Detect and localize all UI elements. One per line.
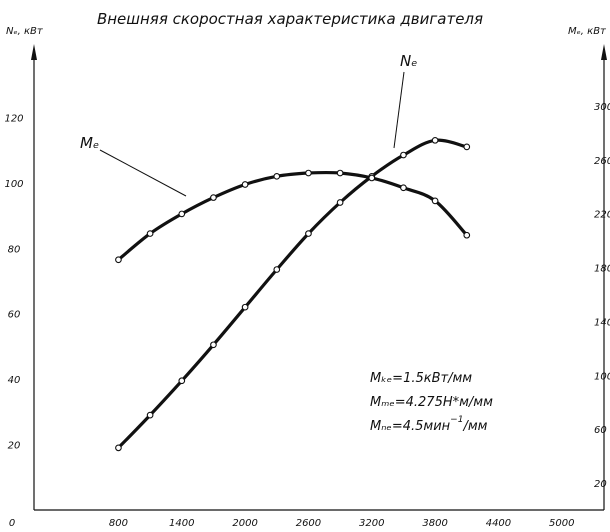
data-point-me xyxy=(463,231,471,239)
data-point-ne xyxy=(241,303,249,311)
data-point-me xyxy=(178,210,186,218)
right-tick-label: 260 xyxy=(594,156,610,167)
data-point-ne xyxy=(400,151,407,159)
data-point-me xyxy=(210,194,217,201)
x-tick-label: 2600 xyxy=(296,518,321,529)
data-point-ne xyxy=(146,411,154,419)
right-tick-label: 180 xyxy=(594,264,610,275)
data-point-ne xyxy=(115,444,122,452)
scale-line-1: Mₖₑ=1.5кВт/мм xyxy=(370,371,472,386)
x-axis: 0 800 1400 2000 2600 3200 3800 4400 5000 xyxy=(9,509,604,529)
data-point-ne xyxy=(336,199,344,206)
x-tick-label: 4400 xyxy=(486,518,511,529)
data-point-me xyxy=(273,172,281,180)
left-tick-label: 120 xyxy=(4,113,23,124)
chart-title: Внешняя скоростная характеристика двигат… xyxy=(97,10,483,28)
data-point-me xyxy=(368,174,376,182)
right-tick-label: 140 xyxy=(594,317,610,328)
series-ne xyxy=(115,136,471,452)
left-y-axis: Nₑ, кВт 20 40 60 80 100 120 xyxy=(4,26,44,510)
left-tick-label: 20 xyxy=(8,441,21,452)
data-point-ne xyxy=(273,266,281,273)
data-point-ne xyxy=(463,143,471,151)
scale-line-3-sup: −1 xyxy=(450,415,463,425)
scale-line-3-main: Mₙₑ=4.5мин xyxy=(370,419,451,434)
x-tick-label: 5000 xyxy=(549,518,574,529)
ne-curve-label: Nₑ xyxy=(400,52,417,70)
left-axis-ticks: 20 40 60 80 100 120 xyxy=(4,113,23,451)
data-point-ne xyxy=(431,136,439,144)
data-point-ne xyxy=(305,230,312,237)
x-tick-label: 3200 xyxy=(359,518,384,529)
data-point-me xyxy=(305,169,312,177)
data-point-me xyxy=(336,169,344,177)
right-tick-label: 60 xyxy=(594,425,607,436)
scale-notes: Mₖₑ=1.5кВт/мм Mₘₑ=4.275Н*м/мм Mₙₑ=4.5мин… xyxy=(370,371,493,434)
scale-line-3: Mₙₑ=4.5мин−1/мм xyxy=(370,415,488,434)
series-layer xyxy=(115,136,471,452)
x-tick-label: 1400 xyxy=(169,518,194,529)
series-line-me xyxy=(116,170,469,262)
left-tick-label: 80 xyxy=(8,244,21,255)
x-axis-ticks: 0 800 1400 2000 2600 3200 3800 4400 5000 xyxy=(9,518,575,529)
me-curve-label-group: Mₑ xyxy=(80,134,187,197)
data-point-me xyxy=(431,197,439,205)
left-tick-label: 60 xyxy=(8,310,21,321)
data-point-me xyxy=(400,184,407,192)
data-point-me xyxy=(241,181,249,188)
x-tick-label: 3800 xyxy=(422,518,447,529)
series-me xyxy=(115,169,471,264)
right-axis-label: Mₑ, кВт xyxy=(568,26,607,37)
data-point-ne xyxy=(210,341,217,349)
x-tick-label: 0 xyxy=(9,518,15,529)
right-tick-label: 20 xyxy=(594,479,607,490)
scale-line-2: Mₘₑ=4.275Н*м/мм xyxy=(370,395,493,410)
me-curve-label: Mₑ xyxy=(80,134,99,152)
data-point-me xyxy=(146,230,154,237)
data-point-ne xyxy=(178,377,186,385)
left-tick-label: 40 xyxy=(8,375,21,386)
left-axis-label: Nₑ, кВт xyxy=(6,26,44,37)
right-tick-label: 300 xyxy=(594,102,610,113)
ne-curve-label-group: Nₑ xyxy=(393,52,417,149)
right-tick-label: 100 xyxy=(594,371,610,382)
left-tick-label: 100 xyxy=(4,179,23,190)
right-y-axis: Mₑ, кВт 20 60 100 140 180 220 260 300 xyxy=(568,26,610,510)
x-tick-label: 2000 xyxy=(232,518,257,529)
right-axis-ticks: 20 60 100 140 180 220 260 300 xyxy=(594,102,610,490)
data-point-me xyxy=(115,256,122,264)
x-tick-label: 800 xyxy=(109,518,128,529)
scale-line-3-tail: /мм xyxy=(462,419,487,434)
right-tick-label: 220 xyxy=(594,210,610,221)
